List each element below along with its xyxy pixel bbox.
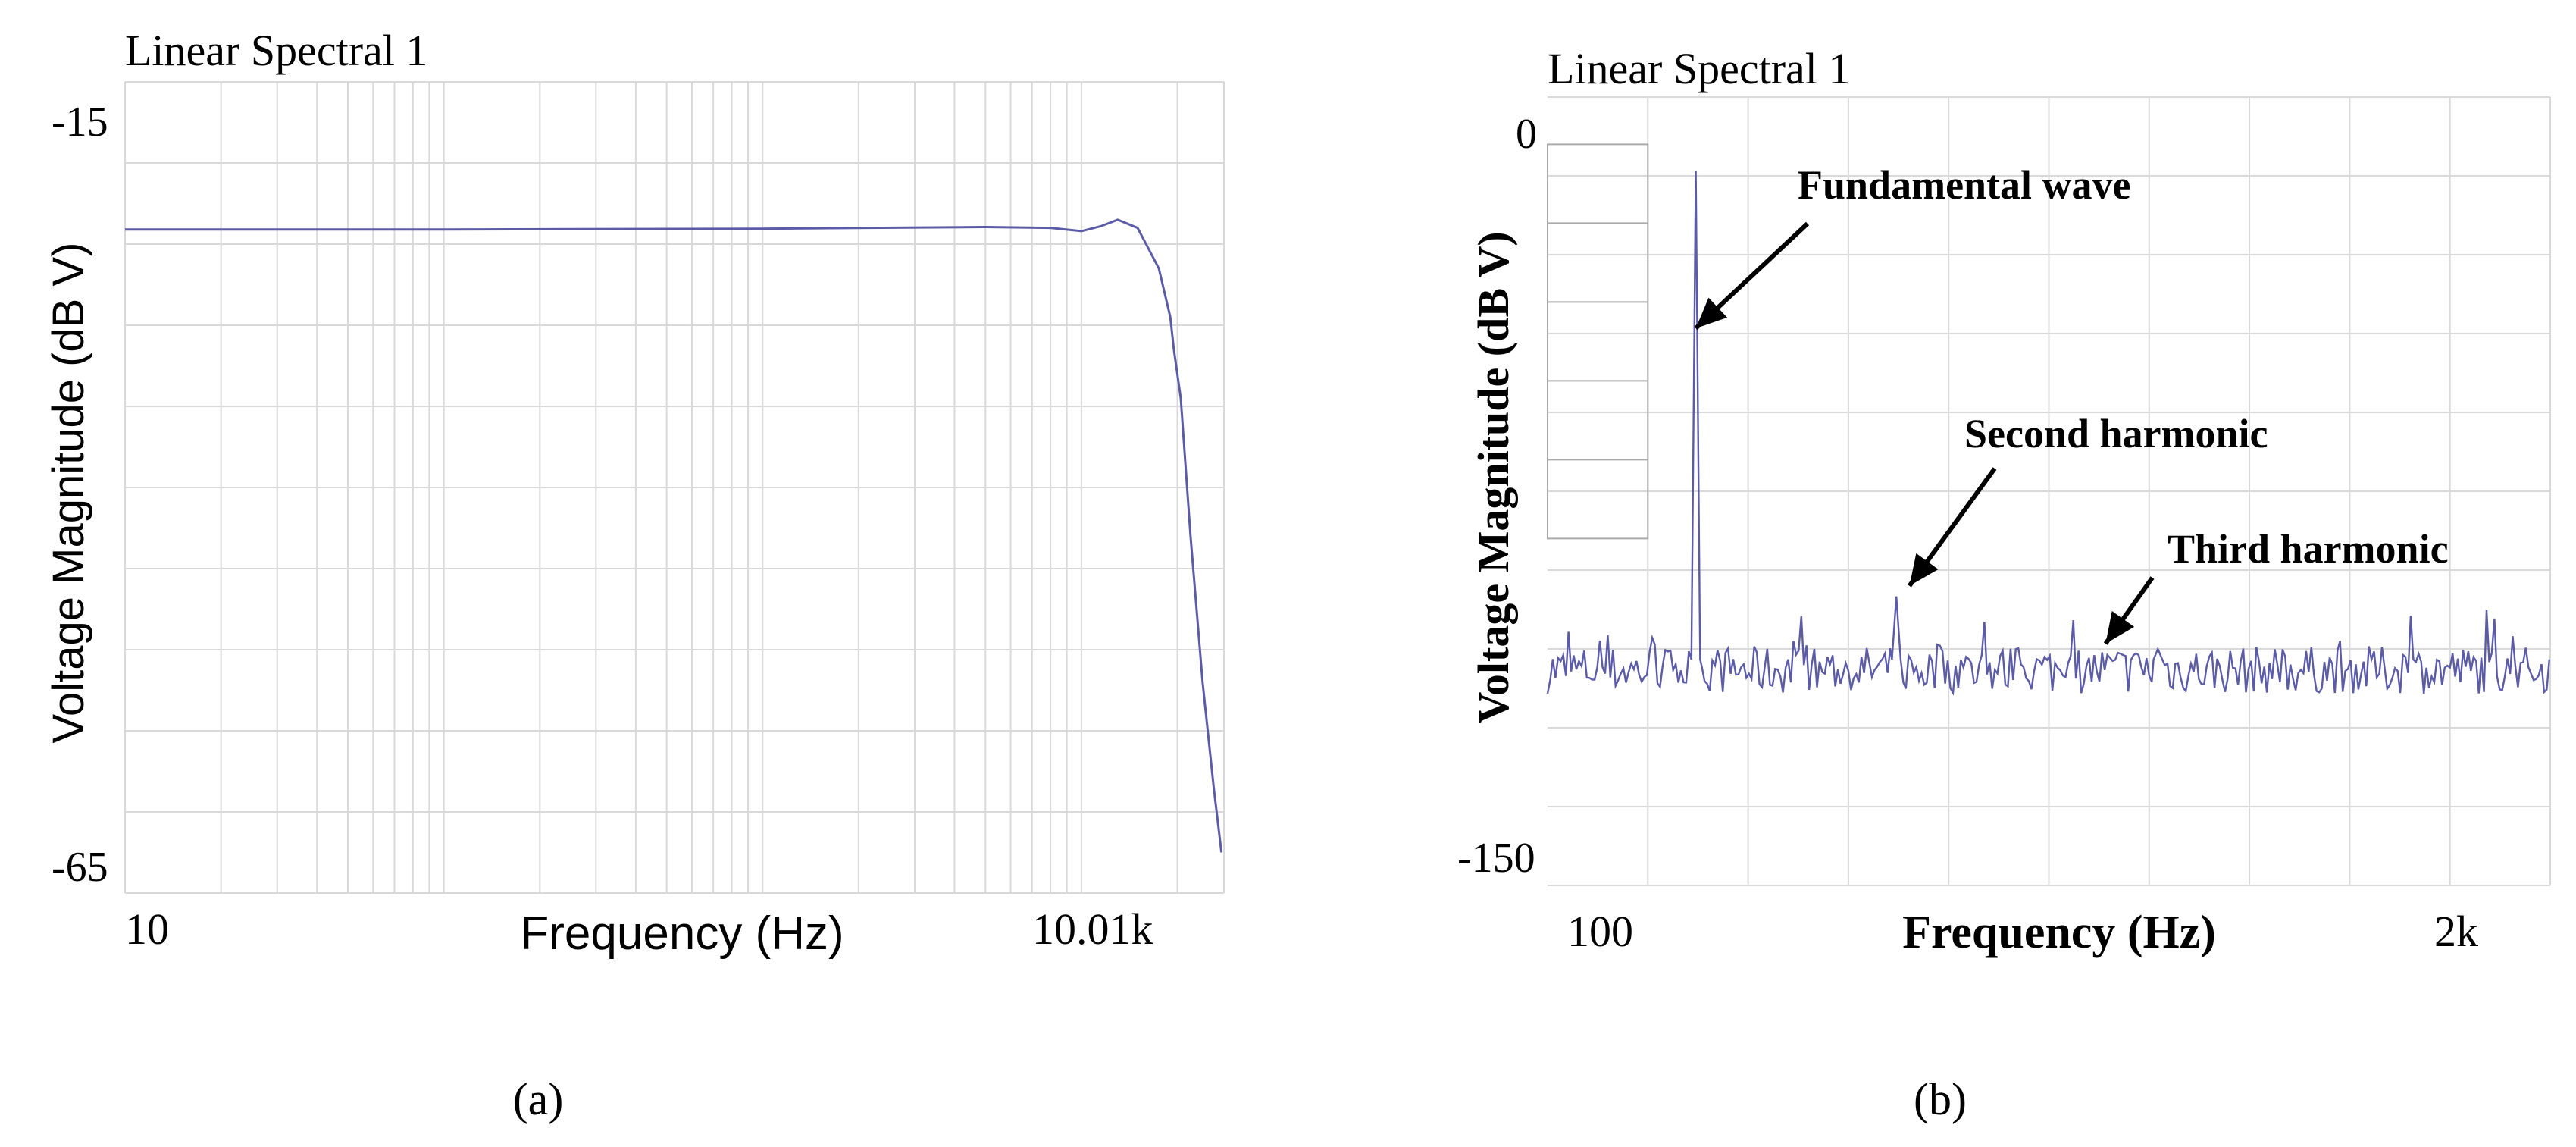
annotation-fundamental-label: Fundamental wave (1798, 162, 2131, 208)
chart-b-xtick-left: 100 (1567, 907, 1633, 956)
chart-a-series-line (125, 218, 1223, 853)
chart-a-ytick-bottom: -65 (52, 844, 108, 891)
chart-a-title: Linear Spectral 1 (125, 26, 427, 75)
chart-a-xtick-right: 10.01k (1032, 904, 1153, 954)
chart-a-caption: (a) (513, 1074, 564, 1124)
chart-a: Linear Spectral 1 -15 -65 10 10.01k Freq… (44, 26, 1225, 1124)
chart-b-ytick-bottom: -150 (1457, 835, 1535, 882)
chart-b-inset-box (1547, 143, 1649, 540)
chart-b-ytick-top: 0 (1516, 111, 1537, 158)
chart-b-caption: (b) (1914, 1074, 1967, 1124)
chart-b-ylabel: Voltage Magnitude (dB V) (1469, 231, 1518, 723)
chart-b-series-line (1546, 171, 2550, 696)
annotation-arrow-head (2105, 611, 2135, 644)
chart-a-ylabel: Voltage Magnitude (dB V) (44, 243, 93, 744)
chart-b-title: Linear Spectral 1 (1548, 44, 1850, 93)
chart-a-ytick-top: -15 (52, 99, 108, 146)
chart-b-xlabel: Frequency (Hz) (1902, 907, 2216, 958)
chart-a-xlabel: Frequency (Hz) (520, 907, 844, 960)
chart-b: Linear Spectral 1 0 -150 100 2k Frequenc… (1457, 44, 2551, 1124)
chart-a-grid (124, 81, 1225, 894)
chart-b-arrows (1694, 221, 2155, 645)
annotation-second-label: Second harmonic (1964, 411, 2268, 456)
annotation-third-label: Third harmonic (2168, 526, 2449, 572)
chart-a-xtick-left: 10 (125, 904, 169, 954)
chart-b-xtick-right: 2k (2434, 907, 2478, 956)
annotation-arrow-head (1695, 297, 1728, 329)
chart-b-grid (1547, 96, 2551, 886)
annotation-arrow-head (1909, 553, 1939, 586)
